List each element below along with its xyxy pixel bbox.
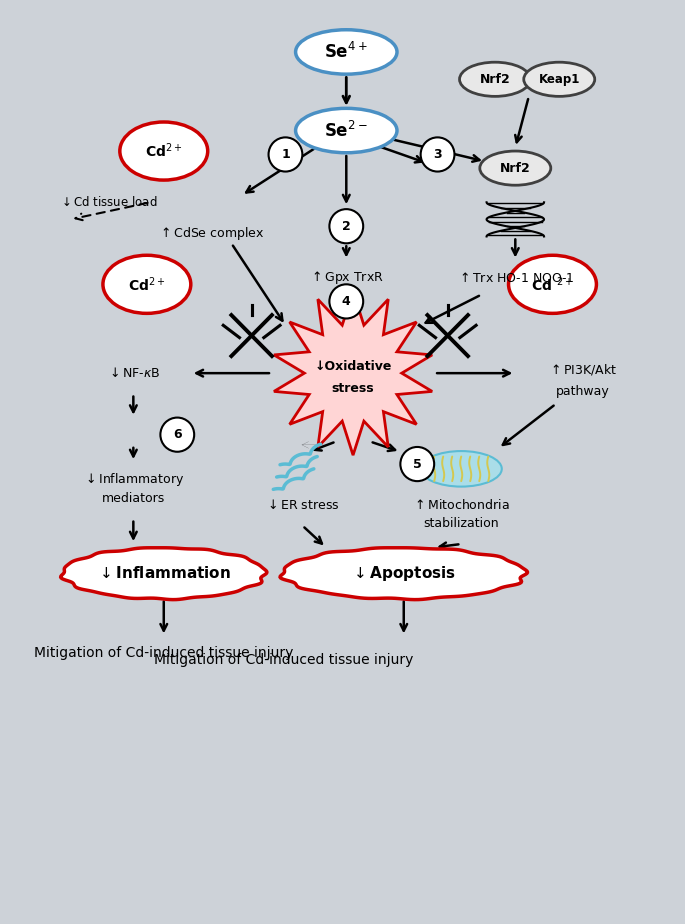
Circle shape	[160, 418, 194, 452]
Ellipse shape	[296, 30, 397, 74]
Text: Se$^{2-}$: Se$^{2-}$	[325, 120, 368, 140]
Text: $\downarrow$NF-$\kappa$B: $\downarrow$NF-$\kappa$B	[107, 366, 160, 380]
Text: pathway: pathway	[556, 385, 610, 398]
Circle shape	[329, 209, 363, 243]
Text: $\downarrow$Cd tissue load: $\downarrow$Cd tissue load	[59, 195, 158, 210]
Text: $\uparrow$Gpx TrxR: $\uparrow$Gpx TrxR	[309, 269, 384, 286]
Polygon shape	[274, 291, 432, 456]
Text: 6: 6	[173, 428, 182, 441]
Polygon shape	[280, 548, 527, 600]
Circle shape	[269, 138, 302, 172]
Text: Nrf2: Nrf2	[479, 73, 510, 86]
Text: $\downarrow$ER stress: $\downarrow$ER stress	[265, 498, 340, 512]
Text: Se$^{4+}$: Se$^{4+}$	[325, 42, 368, 62]
Text: $\uparrow$Mitochondria: $\uparrow$Mitochondria	[412, 498, 510, 512]
Text: 1: 1	[281, 148, 290, 161]
Ellipse shape	[479, 151, 551, 185]
Text: 2: 2	[342, 220, 351, 233]
Text: $\uparrow$CdSe complex: $\uparrow$CdSe complex	[158, 225, 264, 241]
Ellipse shape	[120, 122, 208, 180]
Text: Keap1: Keap1	[538, 73, 580, 86]
Text: $\downarrow$Apoptosis: $\downarrow$Apoptosis	[351, 564, 456, 583]
Text: 3: 3	[433, 148, 442, 161]
Text: mediators: mediators	[101, 492, 165, 505]
Text: stabilization: stabilization	[423, 517, 499, 530]
Text: 4: 4	[342, 295, 351, 308]
Text: Cd$^{2+}$: Cd$^{2+}$	[128, 275, 166, 294]
Polygon shape	[61, 548, 267, 600]
Ellipse shape	[296, 108, 397, 152]
Text: Mitigation of Cd-induced tissue injury: Mitigation of Cd-induced tissue injury	[153, 653, 413, 667]
Circle shape	[329, 285, 363, 319]
Ellipse shape	[508, 255, 597, 313]
Text: Cd $^{2+}$: Cd $^{2+}$	[532, 275, 573, 294]
Ellipse shape	[524, 62, 595, 96]
Text: $\downarrow$Inflammation: $\downarrow$Inflammation	[97, 565, 231, 581]
Text: 5: 5	[413, 457, 422, 470]
Ellipse shape	[460, 62, 530, 96]
Circle shape	[421, 138, 454, 172]
Ellipse shape	[103, 255, 191, 313]
Text: $\uparrow$Trx HO-1 NQO-1: $\uparrow$Trx HO-1 NQO-1	[457, 270, 574, 285]
Text: Nrf2: Nrf2	[500, 162, 531, 175]
Text: ↓Oxidative: ↓Oxidative	[314, 359, 392, 372]
Ellipse shape	[421, 451, 502, 487]
Text: Mitigation of Cd-induced tissue injury: Mitigation of Cd-induced tissue injury	[34, 647, 293, 661]
Text: $\uparrow$PI3K/Akt: $\uparrow$PI3K/Akt	[548, 362, 618, 377]
Text: stress: stress	[332, 383, 375, 395]
Circle shape	[400, 447, 434, 481]
Text: $\downarrow$Inflammatory: $\downarrow$Inflammatory	[83, 470, 184, 488]
Text: Cd$^{2+}$: Cd$^{2+}$	[145, 141, 182, 161]
